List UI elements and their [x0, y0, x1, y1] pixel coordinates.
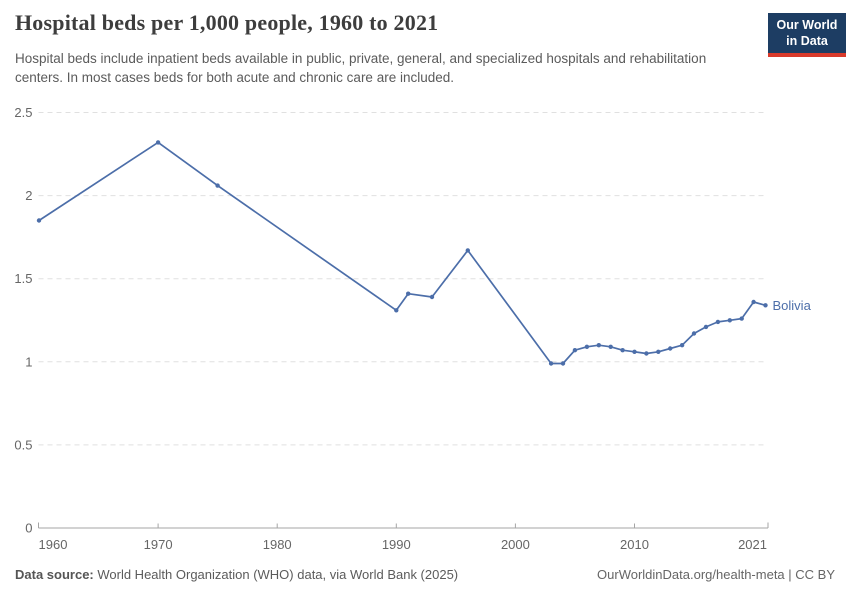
data-line-bolivia[interactable] — [38, 141, 767, 365]
data-point[interactable] — [429, 294, 435, 300]
footer-separator: | — [784, 567, 796, 582]
y-tick-label: 2.5 — [14, 105, 32, 120]
data-point[interactable] — [679, 343, 685, 348]
page-title: Hospital beds per 1,000 people, 1960 to … — [15, 10, 439, 35]
y-tick-label: 1 — [25, 354, 32, 369]
data-point[interactable] — [668, 346, 673, 351]
y-tick-label: 1.5 — [14, 271, 32, 286]
data-point[interactable] — [644, 351, 649, 356]
data-point[interactable] — [703, 324, 709, 330]
y-tick-label: 0 — [25, 521, 32, 536]
data-source-label: Data source: — [15, 567, 94, 582]
data-point[interactable] — [36, 218, 42, 223]
x-tick-label: 1980 — [263, 537, 292, 552]
data-point[interactable] — [548, 361, 554, 366]
owid-logo-line1: Our World — [776, 18, 838, 32]
data-point[interactable] — [608, 344, 613, 349]
x-tick-label: 1970 — [144, 537, 173, 552]
data-point[interactable] — [596, 343, 601, 348]
data-point[interactable] — [715, 319, 721, 325]
x-tick-label: 2010 — [620, 537, 649, 552]
data-point[interactable] — [691, 331, 697, 336]
data-source-text: World Health Organization (WHO) data, vi… — [93, 567, 459, 582]
owid-logo[interactable]: Our World in Data — [768, 13, 846, 58]
entity-label-bolivia[interactable]: Bolivia — [773, 298, 812, 313]
y-tick-label: 0.5 — [14, 437, 32, 452]
data-point[interactable] — [727, 318, 732, 323]
data-point[interactable] — [560, 361, 566, 366]
data-point[interactable] — [620, 348, 625, 353]
data-point[interactable] — [584, 344, 590, 349]
footer-links: OurWorldinData.org/health-meta | CC BY — [597, 567, 835, 582]
y-tick-label: 2 — [25, 188, 32, 203]
data-point[interactable] — [155, 140, 161, 145]
data-point[interactable] — [763, 303, 768, 308]
data-point[interactable] — [739, 316, 744, 321]
owid-logo-line2: in Data — [786, 33, 828, 48]
x-tick-label: 2000 — [501, 537, 530, 552]
x-tick-label: 1990 — [382, 537, 411, 552]
data-point[interactable] — [406, 291, 411, 296]
data-point[interactable] — [656, 349, 661, 354]
data-point[interactable] — [632, 349, 637, 354]
x-tick-label: 2021 — [738, 537, 767, 552]
data-point[interactable] — [215, 183, 220, 188]
data-point[interactable] — [394, 308, 399, 313]
data-point[interactable] — [572, 348, 578, 353]
owid-url-link[interactable]: OurWorldinData.org/health-meta — [597, 567, 785, 582]
chart-subtitle: Hospital beds include inpatient beds ava… — [15, 51, 707, 85]
license-link[interactable]: CC BY — [795, 567, 835, 582]
x-tick-label: 1960 — [39, 537, 68, 552]
data-source-note: Data source: World Health Organization (… — [15, 567, 458, 582]
data-point[interactable] — [751, 299, 756, 305]
data-point[interactable] — [465, 248, 470, 253]
